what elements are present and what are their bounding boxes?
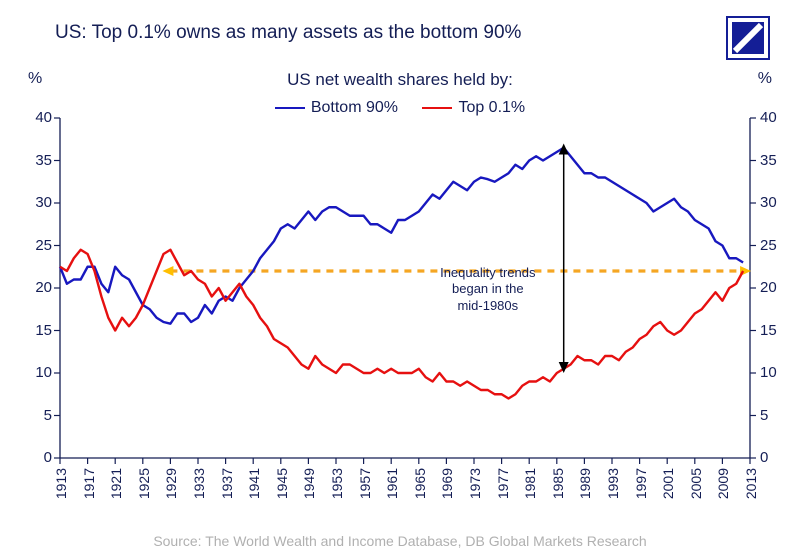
x-tick-label: 1925 [136,468,152,499]
legend-label-top01: Top 0.1% [458,99,525,117]
y-tick-label-right: 5 [760,407,790,424]
x-tick-label: 1989 [577,468,593,499]
legend-item-bottom90: Bottom 90% [275,99,398,117]
chart-subtitle: US net wealth shares held by: [0,70,800,90]
x-tick-label: 1941 [246,468,262,499]
x-tick-label: 1913 [53,468,69,499]
x-tick-label: 1977 [495,468,511,499]
x-tick-label: 1917 [81,468,97,499]
chart-title: US: Top 0.1% owns as many assets as the … [55,22,521,44]
x-tick-label: 1969 [439,468,455,499]
chart-source: Source: The World Wealth and Income Data… [0,533,800,549]
x-tick-label: 1937 [219,468,235,499]
y-tick-label: 15 [22,322,52,339]
legend-line-top01 [422,107,452,110]
y-tick-label-right: 40 [760,109,790,126]
x-tick-label: 1993 [605,468,621,499]
y-tick-label-right: 15 [760,322,790,339]
x-tick-label: 2005 [688,468,704,499]
x-tick-label: 1933 [191,468,207,499]
x-tick-label: 1997 [633,468,649,499]
y-axis-label-left: % [28,70,42,88]
chart-svg [60,118,750,458]
y-tick-label-right: 20 [760,279,790,296]
chart-legend: Bottom 90% Top 0.1% [0,96,800,117]
x-tick-label: 1921 [108,468,124,499]
y-tick-label: 0 [22,449,52,466]
y-tick-label-right: 10 [760,364,790,381]
db-logo [726,16,770,60]
y-tick-label-right: 30 [760,194,790,211]
y-tick-label: 30 [22,194,52,211]
x-tick-label: 1985 [550,468,566,499]
x-tick-label: 1957 [357,468,373,499]
x-tick-label: 2009 [715,468,731,499]
y-axis-label-right: % [758,70,772,88]
x-tick-label: 1981 [522,468,538,499]
x-tick-label: 1961 [384,468,400,499]
legend-item-top01: Top 0.1% [422,99,525,117]
y-tick-label: 5 [22,407,52,424]
legend-label-bottom90: Bottom 90% [311,99,398,117]
y-tick-label-right: 0 [760,449,790,466]
annotation-text: Inequality trendsbegan in themid-1980s [433,265,543,314]
legend-line-bottom90 [275,107,305,110]
y-tick-label: 10 [22,364,52,381]
y-tick-label: 25 [22,237,52,254]
x-tick-label: 1953 [329,468,345,499]
x-tick-label: 2013 [743,468,759,499]
chart-area: Inequality trendsbegan in themid-1980s 0… [60,118,750,458]
y-tick-label-right: 35 [760,152,790,169]
y-tick-label-right: 25 [760,237,790,254]
x-tick-label: 2001 [660,468,676,499]
x-tick-label: 1945 [274,468,290,499]
x-tick-label: 1965 [412,468,428,499]
x-tick-label: 1929 [163,468,179,499]
x-tick-label: 1949 [301,468,317,499]
x-tick-label: 1973 [467,468,483,499]
y-tick-label: 40 [22,109,52,126]
y-tick-label: 35 [22,152,52,169]
y-tick-label: 20 [22,279,52,296]
